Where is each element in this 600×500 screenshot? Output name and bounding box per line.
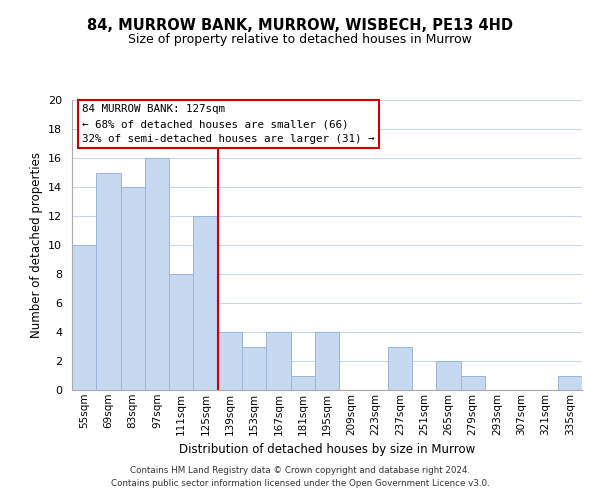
Bar — [218, 332, 242, 390]
Bar — [558, 376, 582, 390]
X-axis label: Distribution of detached houses by size in Murrow: Distribution of detached houses by size … — [179, 443, 475, 456]
Bar — [315, 332, 339, 390]
Bar — [290, 376, 315, 390]
Bar — [96, 172, 121, 390]
Bar — [436, 361, 461, 390]
Bar — [388, 346, 412, 390]
Bar — [121, 187, 145, 390]
Bar — [266, 332, 290, 390]
Bar — [461, 376, 485, 390]
Text: 84, MURROW BANK, MURROW, WISBECH, PE13 4HD: 84, MURROW BANK, MURROW, WISBECH, PE13 4… — [87, 18, 513, 32]
Bar — [169, 274, 193, 390]
Text: Size of property relative to detached houses in Murrow: Size of property relative to detached ho… — [128, 32, 472, 46]
Y-axis label: Number of detached properties: Number of detached properties — [29, 152, 43, 338]
Bar — [145, 158, 169, 390]
Bar — [72, 245, 96, 390]
Bar — [193, 216, 218, 390]
Text: 84 MURROW BANK: 127sqm
← 68% of detached houses are smaller (66)
32% of semi-det: 84 MURROW BANK: 127sqm ← 68% of detached… — [82, 104, 374, 144]
Text: Contains HM Land Registry data © Crown copyright and database right 2024.
Contai: Contains HM Land Registry data © Crown c… — [110, 466, 490, 487]
Bar — [242, 346, 266, 390]
